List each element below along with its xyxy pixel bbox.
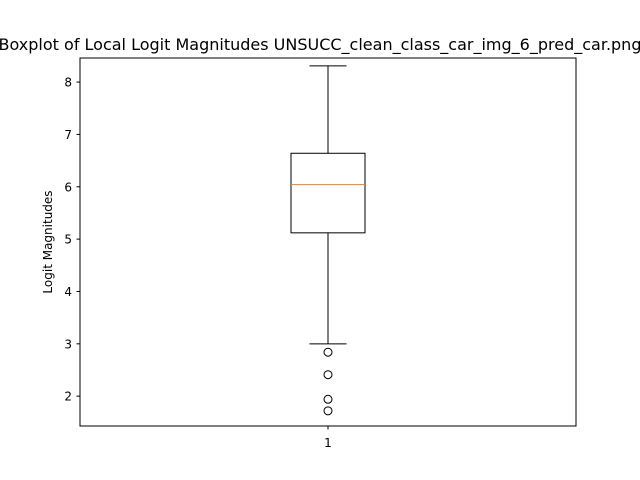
plot-frame [79, 57, 577, 427]
y-tick-label: 2 [64, 390, 72, 404]
outlier-point [323, 370, 333, 380]
chart-title: Boxplot of Local Logit Magnitudes UNSUCC… [0, 35, 640, 55]
x-tick-label: 1 [324, 436, 332, 450]
y-tick-label: 8 [64, 76, 72, 90]
y-tick-label: 6 [64, 180, 72, 194]
y-tick-label: 5 [64, 233, 72, 247]
iqr-box [290, 152, 366, 234]
y-tick-label: 7 [64, 128, 72, 142]
y-tick-label: 4 [64, 285, 72, 299]
y-tick-label: 3 [64, 337, 72, 351]
outlier-point [323, 406, 333, 416]
y-axis-label: Logit Magnitudes [41, 190, 55, 293]
outlier-point [323, 394, 333, 404]
outlier-point [323, 347, 333, 357]
plot-area: 2 3 4 5 6 7 8 1 [64, 65, 366, 450]
